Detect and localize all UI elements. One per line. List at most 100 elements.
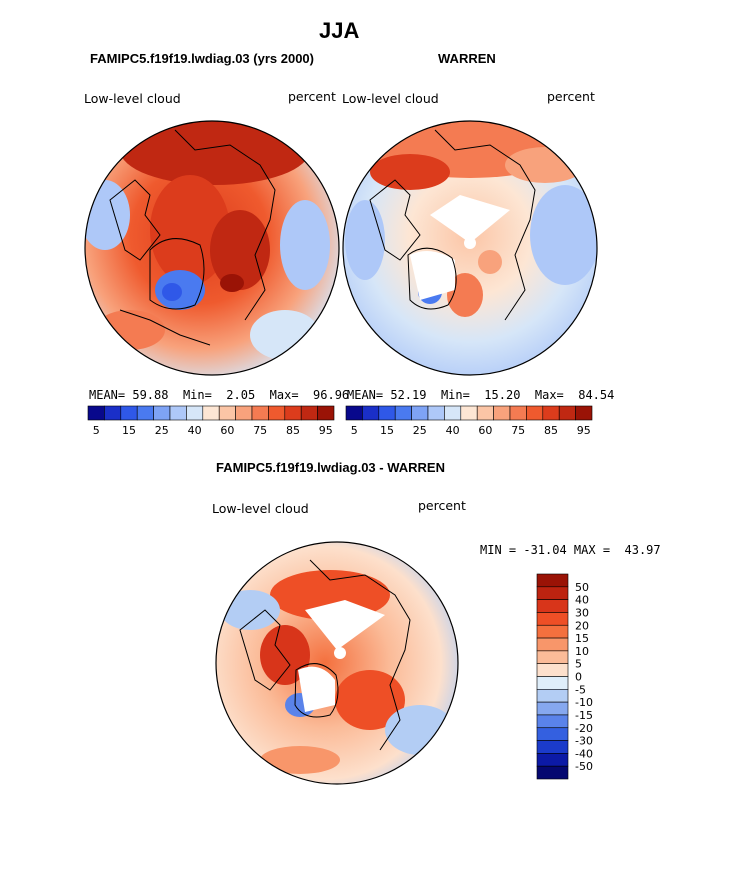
colorbar-diff-label: -40: [575, 747, 593, 760]
colorbar-diff-swatch: [536, 714, 569, 729]
colorbar-top-left-swatch: [317, 405, 335, 421]
colorbar-top-left-swatch: [268, 405, 286, 421]
colorbar-top-left-tick-label: 40: [188, 424, 202, 437]
colorbar-top-left-swatch: [169, 405, 187, 421]
colorbar-top-left-swatch: [153, 405, 171, 421]
panel2-min: 15.20: [484, 388, 521, 402]
colorbar-diff-swatch: [536, 753, 569, 767]
colorbar-top-right-swatch: [575, 405, 593, 421]
colorbar-top-left-swatch: [202, 405, 220, 421]
panel1-min-label: Min=: [182, 388, 212, 402]
diff-header: FAMIPC5.f19f19.lwdiag.03 - WARREN: [216, 460, 445, 475]
colorbar-top-right-swatch: [526, 405, 544, 421]
panel2-min-label: Min=: [440, 388, 470, 402]
panel1-max: 96.96: [313, 388, 350, 402]
colorbar-top-left-swatch: [120, 405, 138, 421]
colorbar-top-left-tick-label: 75: [253, 424, 267, 437]
colorbar-top-left-tick-label: 25: [155, 424, 169, 437]
colorbar-diff-swatch: [536, 689, 569, 703]
colorbar-top-left-tick-label: 5: [93, 424, 100, 437]
colorbar-top-right-swatch: [411, 405, 429, 421]
colorbar-diff-swatch: [536, 676, 569, 690]
colorbar-top-left-swatch: [251, 405, 269, 421]
colorbar-diff-label: -5: [575, 683, 586, 696]
panel2-variable-label: Low-level cloud: [342, 91, 439, 106]
panel2-stats: MEAN= 52.19 Min= 15.20 Max= 84.54: [347, 388, 614, 402]
colorbar-top-right-swatch: [476, 405, 494, 421]
colorbar-diff-label: -15: [575, 709, 593, 722]
colorbar-top-left: 5 15 25 40 60 75 85 95: [87, 405, 335, 437]
colorbar-diff-label: 0: [575, 671, 582, 684]
colorbar-diff-swatch: [536, 624, 569, 639]
diff-map: [215, 541, 459, 785]
colorbar-diff-swatch: [536, 701, 569, 716]
colorbar-diff-label: 15: [575, 632, 589, 645]
colorbar-top-right-swatch: [460, 405, 478, 421]
colorbar-top-left-swatch: [235, 405, 253, 421]
colorbar-diff-swatch: [536, 765, 569, 780]
colorbar-diff-swatch: [536, 650, 569, 664]
colorbar-diff-label: 40: [575, 594, 589, 607]
colorbar-top-right-tick-label: 25: [413, 424, 427, 437]
panel1-map: [84, 120, 340, 376]
colorbar-top-left-swatch: [136, 405, 154, 421]
colorbar-top-right-swatch: [558, 405, 576, 421]
panel1-variable-label: Low-level cloud: [84, 91, 181, 106]
panel2-mean: 52.19: [390, 388, 427, 402]
colorbar-top-right-swatch: [444, 405, 462, 421]
colorbar-diff-label: 30: [575, 606, 589, 619]
panel1-min: 2.05: [226, 388, 256, 402]
colorbar-top-left-tick-label: 60: [220, 424, 234, 437]
diff-variable-label: Low-level cloud: [212, 501, 309, 516]
panel1-mean: 59.88: [132, 388, 169, 402]
colorbar-top-right-swatch: [542, 405, 560, 421]
colorbar-top-right-swatch: [345, 405, 363, 421]
colorbar-top-right-swatch: [427, 405, 445, 421]
colorbar-top-right-tick-label: 85: [544, 424, 558, 437]
diff-units: percent: [418, 498, 466, 513]
panel1-header: FAMIPC5.f19f19.lwdiag.03 (yrs 2000): [90, 51, 314, 66]
panel2-max: 84.54: [578, 388, 615, 402]
colorbar-diff-label: 50: [575, 581, 589, 594]
panel1-max-label: Max=: [269, 388, 299, 402]
colorbar-diff-swatch: [536, 612, 569, 626]
colorbar-top-left-swatch: [284, 405, 302, 421]
colorbar-top-left-swatch: [104, 405, 122, 421]
colorbar-top-left-swatch: [300, 405, 318, 421]
colorbar-top-right-swatch: [493, 405, 511, 421]
panel2-units: percent: [547, 89, 595, 104]
colorbar-diff-label: -20: [575, 722, 593, 735]
colorbar-diff-label: -50: [575, 760, 593, 773]
diff-minmax: MIN = -31.04 MAX = 43.97: [480, 543, 661, 557]
colorbar-diff-swatch: [536, 663, 569, 677]
colorbar-top-left-swatch: [218, 405, 236, 421]
colorbar-diff-label: 20: [575, 619, 589, 632]
colorbar-top-right-tick-label: 5: [351, 424, 358, 437]
figure-title: JJA: [319, 18, 360, 43]
colorbar-diff-swatch: [536, 637, 569, 652]
colorbar-top-left-swatch: [186, 405, 204, 421]
panel1-stats: MEAN= 59.88 Min= 2.05 Max= 96.96: [89, 388, 349, 402]
colorbar-top-right-tick-label: 75: [511, 424, 525, 437]
panel1-units: percent: [288, 89, 336, 104]
colorbar-diff-swatch: [536, 727, 569, 741]
colorbar-top-left-tick-label: 15: [122, 424, 136, 437]
colorbar-diff-swatch: [536, 740, 569, 754]
colorbar-diff-label: -10: [575, 696, 593, 709]
colorbar-diff-label: 10: [575, 645, 589, 658]
colorbar-top-left-tick-label: 95: [319, 424, 333, 437]
colorbar-top-left-swatch: [87, 405, 105, 421]
colorbar-diff-label: 5: [575, 658, 582, 671]
panel2-map: [342, 120, 598, 376]
colorbar-top-right-tick-label: 40: [446, 424, 460, 437]
colorbar-top-right-swatch: [362, 405, 380, 421]
colorbar-top-right-swatch: [509, 405, 527, 421]
colorbar-top-right-swatch: [378, 405, 396, 421]
colorbar-top-right-tick-label: 95: [577, 424, 591, 437]
panel2-max-label: Max=: [534, 388, 564, 402]
colorbar-top-right: 5 15 25 40 60 75 85 95: [345, 405, 593, 437]
colorbar-top-right-tick-label: 60: [478, 424, 492, 437]
colorbar-diff-label: -30: [575, 735, 593, 748]
